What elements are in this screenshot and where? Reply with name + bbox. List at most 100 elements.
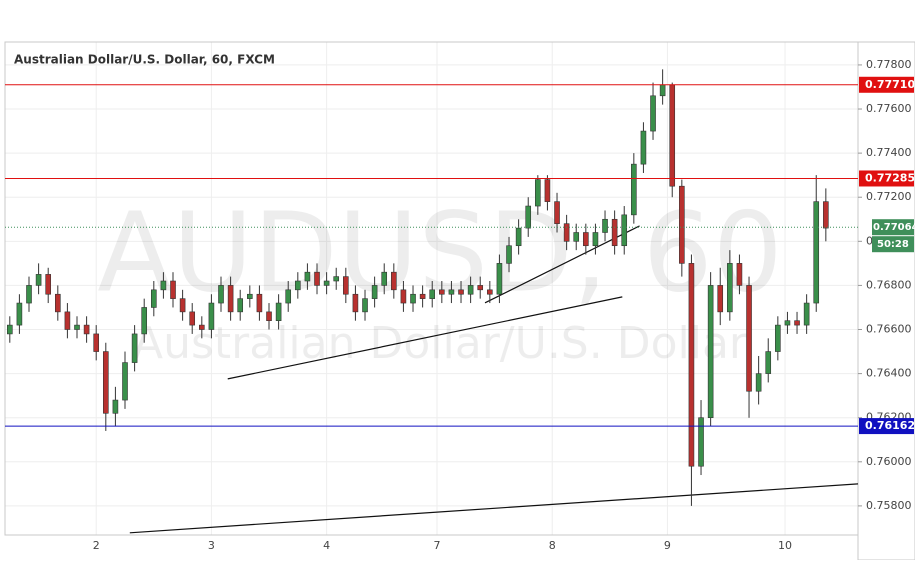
candle-body — [343, 276, 349, 295]
trendline — [129, 483, 859, 534]
candle-body — [506, 245, 512, 264]
candle-body — [717, 285, 724, 313]
candle-body — [285, 289, 292, 304]
candle-body — [650, 95, 656, 132]
candle-body — [563, 223, 570, 242]
candle-body — [515, 227, 522, 247]
candle-body — [659, 84, 666, 97]
candle-body — [765, 351, 772, 374]
candle-body — [467, 285, 474, 295]
candle-body — [640, 130, 647, 165]
candle-body — [141, 307, 148, 335]
y-tick-label: 0.76400 — [866, 367, 912, 380]
y-tick-label: 0.76600 — [866, 323, 912, 336]
candle-body — [160, 280, 167, 291]
candle-body — [7, 324, 13, 335]
candle-body — [189, 311, 196, 326]
candle-body — [727, 263, 733, 313]
candle-body — [170, 280, 176, 299]
candle-body — [199, 324, 205, 330]
candle-body — [26, 285, 32, 304]
candle-body — [755, 373, 762, 392]
candle-body — [813, 201, 820, 304]
price-axis — [857, 41, 915, 561]
candle-body — [775, 324, 781, 352]
candle-body — [496, 263, 503, 295]
candle-body — [227, 285, 234, 313]
candle-body — [112, 399, 119, 414]
candle-body — [237, 298, 244, 313]
y-tick-label: 0.77600 — [866, 102, 912, 115]
candle-body — [823, 201, 829, 229]
candle-body — [103, 351, 109, 414]
candle-body — [381, 271, 388, 286]
x-tick-label: 10 — [778, 539, 792, 552]
level-label: 0.77710 — [865, 78, 915, 91]
candle-body — [400, 289, 407, 304]
candle-body — [679, 185, 685, 264]
candle-body — [458, 289, 464, 295]
candle-body — [256, 293, 263, 313]
candle-body — [179, 298, 186, 313]
candle-body — [16, 302, 23, 326]
candle-body — [698, 417, 704, 467]
candle-body — [83, 324, 90, 335]
candle-body — [746, 285, 752, 392]
candle-body — [352, 293, 359, 313]
candle-body — [439, 289, 445, 295]
level-marker — [859, 170, 914, 187]
chart-title: Australian Dollar/U.S. Dollar, 60, FXCM — [14, 53, 275, 67]
x-tick-label: 4 — [323, 539, 330, 552]
candle-body — [535, 179, 541, 207]
candle-body — [295, 280, 301, 291]
candle-body — [621, 214, 628, 247]
candle-body — [64, 311, 71, 330]
last-price-label: 0.77064 — [873, 222, 915, 233]
candle-body — [487, 289, 493, 295]
candle-body — [275, 302, 282, 321]
candle-body — [669, 84, 676, 187]
candle-body — [573, 232, 580, 242]
level-marker — [859, 418, 914, 435]
y-tick-label: 0.77200 — [866, 190, 912, 203]
last-price-marker — [872, 219, 914, 236]
candle-body — [55, 293, 61, 313]
candle-body — [333, 276, 340, 282]
candle-body — [151, 289, 157, 308]
level-label: 0.76162 — [865, 419, 915, 432]
candle-body — [583, 232, 589, 247]
candle-body — [794, 320, 800, 326]
y-tick-label: 0.76000 — [866, 455, 912, 468]
y-tick-label: 0.76800 — [866, 278, 912, 291]
candle-body — [429, 289, 436, 299]
candle-body — [391, 271, 397, 291]
level-label: 0.77285 — [865, 171, 915, 184]
candle-body — [736, 263, 743, 286]
candle-body — [314, 271, 320, 286]
candle-body — [707, 285, 714, 419]
candle-body — [371, 285, 378, 299]
candle-body — [525, 205, 532, 229]
y-tick-label: 0.75800 — [866, 499, 912, 512]
candle-body — [247, 293, 253, 299]
candle-body — [323, 280, 330, 286]
candle-body — [631, 163, 637, 216]
candle-body — [688, 263, 695, 467]
watermark-sub: Australian Dollar/U.S. Dollar — [133, 318, 748, 369]
candle-body — [362, 298, 368, 313]
x-tick-label: 7 — [434, 539, 441, 552]
candle-body — [477, 285, 484, 291]
candle-body — [592, 232, 599, 247]
candle-body — [784, 320, 791, 326]
countdown-label: 50:28 — [877, 239, 909, 250]
candle-body — [803, 302, 810, 326]
level-marker — [859, 76, 914, 93]
x-tick-label: 2 — [93, 539, 100, 552]
candle-body — [602, 218, 608, 233]
x-tick-label: 9 — [664, 539, 671, 552]
candle-body — [208, 302, 215, 330]
candle-body — [554, 201, 560, 224]
candle-body — [74, 324, 80, 330]
